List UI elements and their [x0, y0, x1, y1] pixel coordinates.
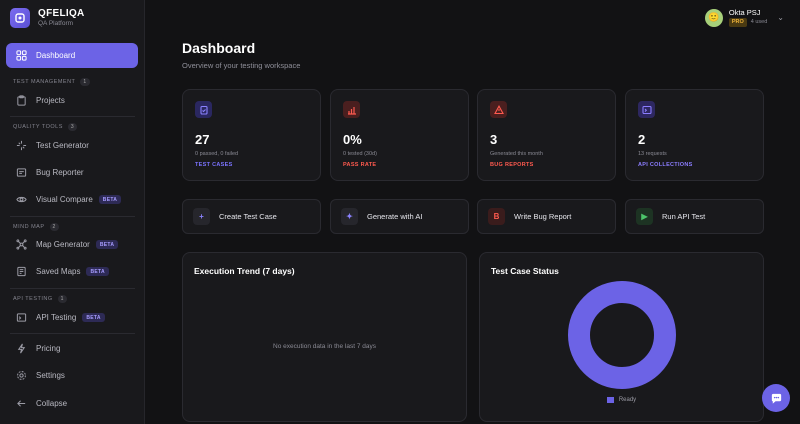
sidebar-item-test-generator[interactable]: Test Generator: [6, 133, 138, 158]
create-test-case-button[interactable]: + Create Test Case: [182, 199, 321, 234]
stat-label: BUG REPORTS: [490, 162, 534, 168]
legend-swatch: [606, 397, 614, 403]
beta-badge: BETA: [95, 240, 119, 249]
sidebar-item-pricing[interactable]: Pricing: [6, 336, 138, 361]
terminal-icon: [638, 101, 655, 118]
clipboard-icon: [15, 95, 27, 107]
generate-with-ai-button[interactable]: ✦ Generate with AI: [330, 199, 469, 234]
execution-trend-panel: Execution Trend (7 days) No execution da…: [182, 252, 467, 422]
section-label-api-testing: API TESTING 1: [13, 295, 67, 303]
stat-detail: 13 requests: [638, 151, 667, 157]
stat-detail: 0 tested (30d): [343, 151, 377, 157]
divider: [10, 116, 135, 117]
user-menu[interactable]: 🙂 Okta PSJ PRO 4 used ⌄: [704, 8, 784, 27]
stat-label: API COLLECTIONS: [638, 162, 693, 168]
sidebar-item-collapse[interactable]: Collapse: [6, 391, 138, 416]
clipboard-check-icon: [195, 101, 212, 118]
brand-subtitle: QA Platform: [38, 20, 74, 27]
sidebar-item-api-testing[interactable]: API Testing BETA: [6, 305, 138, 330]
user-name: Okta PSJ: [728, 8, 761, 17]
sidebar-item-map-generator[interactable]: Map Generator BETA: [6, 232, 138, 257]
chat-icon: [771, 393, 781, 404]
sidebar: QFELIQA QA Platform Dashboard TEST MANAG…: [0, 0, 145, 424]
divider: [10, 333, 135, 334]
eye-icon: [15, 194, 27, 206]
logo-icon: [10, 8, 30, 28]
page-subtitle: Overview of your testing workspace: [182, 61, 301, 70]
plan-badge: PRO: [728, 18, 747, 27]
donut-slice-ready[interactable]: [568, 281, 676, 389]
stat-label: PASS RATE: [343, 162, 377, 168]
stat-card-pass-rate[interactable]: 0% 0 tested (30d) PASS RATE: [330, 89, 469, 181]
sidebar-item-saved-maps[interactable]: Saved Maps BETA: [6, 259, 138, 284]
brand-name: QFELIQA: [38, 8, 85, 19]
bug-icon: B: [488, 208, 505, 225]
stat-detail: Generated this month: [490, 151, 543, 157]
chart-legend: Ready: [480, 397, 763, 403]
terminal-icon: [15, 312, 27, 324]
file-icon: [15, 167, 27, 179]
beta-badge: BETA: [86, 267, 109, 276]
chat-button[interactable]: [762, 384, 790, 412]
write-bug-report-button[interactable]: B Write Bug Report: [477, 199, 616, 234]
sparkle-icon: [15, 140, 27, 152]
stat-detail: 0 passed, 0 failed: [195, 151, 239, 157]
panel-title: Execution Trend (7 days): [194, 266, 295, 276]
stat-card-bug-reports[interactable]: 3 Generated this month BUG REPORTS: [477, 89, 616, 181]
sparkle-icon: ✦: [341, 208, 358, 225]
stat-value: 3: [490, 132, 498, 147]
lightning-icon: [15, 343, 27, 355]
stat-card-test-cases[interactable]: 27 0 passed, 0 failed TEST CASES: [182, 89, 321, 181]
stat-value: 2: [638, 132, 646, 147]
panel-title: Test Case Status: [491, 266, 559, 276]
sidebar-item-dashboard[interactable]: Dashboard: [6, 43, 138, 68]
status-donut-chart: [568, 281, 676, 389]
plus-icon: +: [193, 208, 210, 225]
stat-label: TEST CASES: [195, 162, 233, 168]
legend-label: Ready: [618, 397, 637, 403]
divider: [10, 288, 135, 289]
folder-icon: [15, 266, 27, 278]
avatar: 🙂: [704, 8, 723, 27]
usage-text: 4 used: [750, 19, 768, 25]
sidebar-item-visual-compare[interactable]: Visual Compare BETA: [6, 187, 138, 212]
sidebar-item-bug-reporter[interactable]: Bug Reporter: [6, 160, 138, 185]
warning-icon: [490, 101, 507, 118]
play-icon: ▶: [636, 208, 653, 225]
beta-badge: BETA: [98, 195, 122, 204]
gear-icon: [15, 370, 27, 382]
divider: [10, 216, 135, 217]
stat-card-api-collections[interactable]: 2 13 requests API COLLECTIONS: [625, 89, 764, 181]
sidebar-item-label: Dashboard: [36, 51, 76, 60]
stat-value: 0%: [343, 132, 362, 147]
section-label-quality-tools: QUALITY TOOLS 3: [13, 123, 78, 131]
brand[interactable]: QFELIQA QA Platform: [10, 8, 85, 28]
page-title: Dashboard: [182, 40, 256, 56]
arrow-left-icon: [15, 398, 27, 410]
bar-chart-icon: [343, 101, 360, 118]
sidebar-item-settings[interactable]: Settings: [6, 363, 138, 388]
chevron-down-icon: ⌄: [777, 13, 784, 22]
section-label-test-management: TEST MANAGEMENT 1: [13, 78, 90, 86]
stat-value: 27: [195, 132, 210, 147]
sidebar-item-projects[interactable]: Projects: [6, 88, 138, 113]
section-label-mind-map: MIND MAP 2: [13, 223, 59, 231]
beta-badge: BETA: [82, 313, 105, 322]
test-case-status-panel: Test Case Status Ready: [479, 252, 764, 422]
empty-state-text: No execution data in the last 7 days: [273, 343, 376, 350]
network-icon: [15, 239, 27, 251]
grid-icon: [15, 50, 27, 62]
run-api-test-button[interactable]: ▶ Run API Test: [625, 199, 764, 234]
